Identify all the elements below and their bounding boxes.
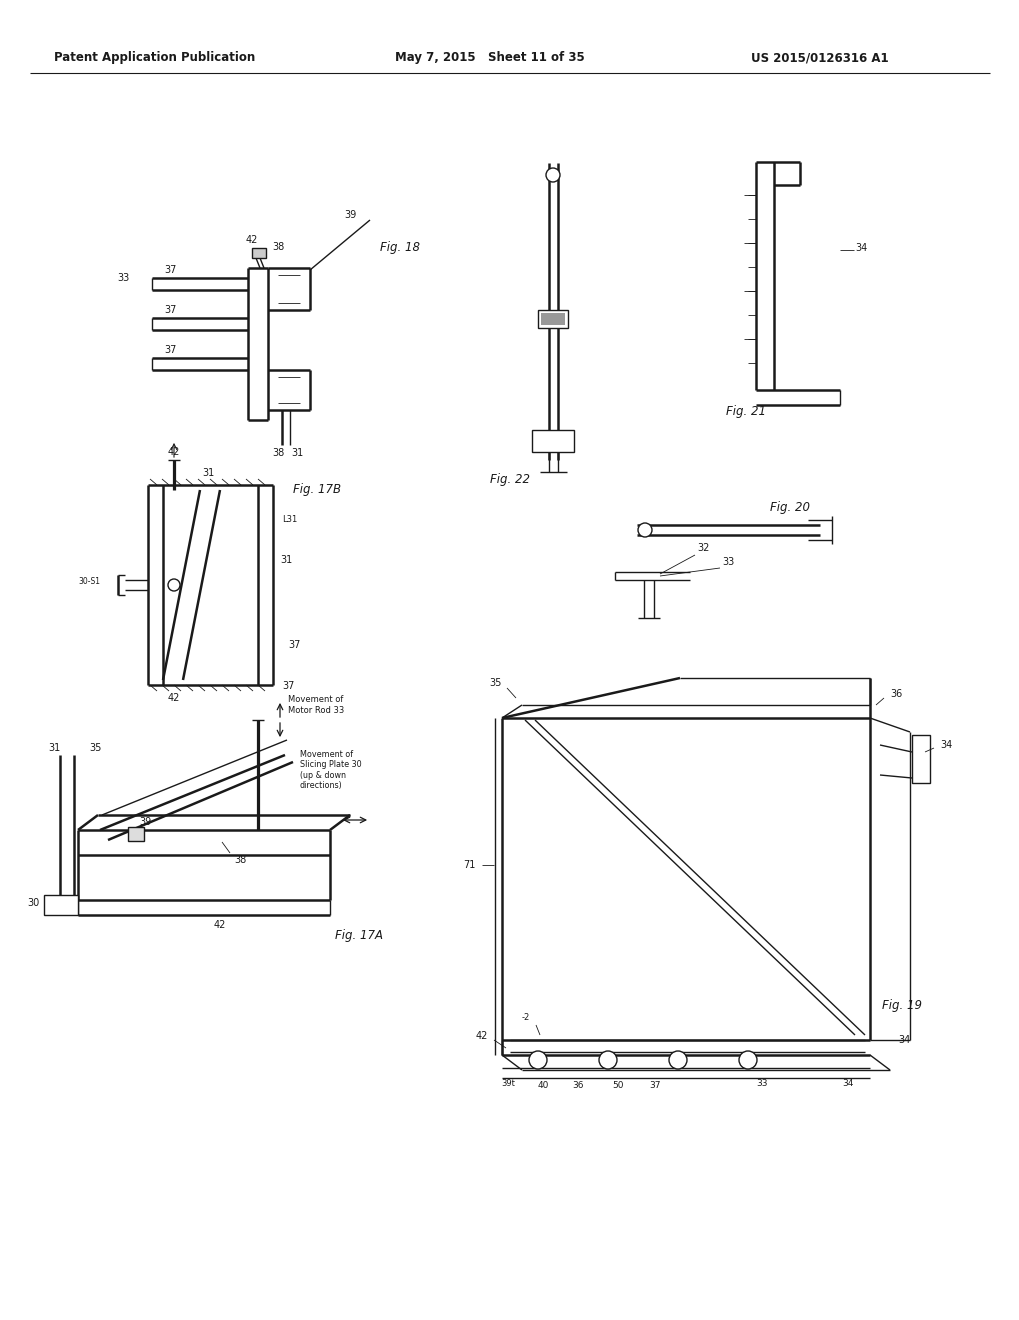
Circle shape xyxy=(529,1051,546,1069)
Text: 35: 35 xyxy=(90,743,102,752)
Text: 39: 39 xyxy=(343,210,356,220)
Text: 38: 38 xyxy=(272,242,284,252)
Text: 42: 42 xyxy=(214,920,226,931)
Text: 37: 37 xyxy=(165,265,177,275)
Text: 37: 37 xyxy=(281,681,294,690)
Bar xyxy=(44,895,77,915)
Circle shape xyxy=(598,1051,616,1069)
Bar xyxy=(540,313,565,325)
Bar xyxy=(252,248,266,257)
Bar xyxy=(911,735,929,783)
Circle shape xyxy=(668,1051,687,1069)
Text: 36: 36 xyxy=(572,1081,583,1090)
Text: 35: 35 xyxy=(489,678,501,688)
Text: 31: 31 xyxy=(280,554,292,565)
Text: 42: 42 xyxy=(475,1031,487,1041)
Text: 38: 38 xyxy=(272,447,284,458)
Text: 39: 39 xyxy=(139,817,151,828)
Text: Movement of
Slicing Plate 30
(up & down
directions): Movement of Slicing Plate 30 (up & down … xyxy=(300,750,362,791)
Text: Patent Application Publication: Patent Application Publication xyxy=(54,51,256,65)
Text: 40: 40 xyxy=(537,1081,548,1090)
Text: 37: 37 xyxy=(287,640,300,649)
Text: 42: 42 xyxy=(246,235,258,246)
Text: 30: 30 xyxy=(28,898,40,908)
Text: 50: 50 xyxy=(611,1081,624,1090)
Text: 71: 71 xyxy=(464,861,476,870)
Text: Fig. 21: Fig. 21 xyxy=(726,405,765,418)
Text: Movement of
Motor Rod 33: Movement of Motor Rod 33 xyxy=(287,696,344,714)
Text: 31: 31 xyxy=(202,469,214,478)
Text: Fig. 17A: Fig. 17A xyxy=(334,928,382,941)
Text: 34: 34 xyxy=(854,243,866,253)
Text: Fig. 19: Fig. 19 xyxy=(881,998,921,1011)
Bar xyxy=(127,828,144,841)
Text: 33: 33 xyxy=(721,557,734,568)
Text: L31: L31 xyxy=(281,516,297,524)
Text: 37: 37 xyxy=(649,1081,660,1090)
Circle shape xyxy=(168,579,179,591)
Text: 37: 37 xyxy=(165,345,177,355)
Bar xyxy=(532,430,574,451)
Text: 39t: 39t xyxy=(500,1078,515,1088)
Text: 34: 34 xyxy=(940,741,952,750)
Circle shape xyxy=(739,1051,756,1069)
Text: 36: 36 xyxy=(890,689,902,700)
Text: -2: -2 xyxy=(522,1014,530,1023)
Text: US 2015/0126316 A1: US 2015/0126316 A1 xyxy=(750,51,888,65)
Text: 42: 42 xyxy=(168,693,180,704)
Text: 32: 32 xyxy=(697,543,709,553)
Text: 31: 31 xyxy=(290,447,303,458)
Text: 31: 31 xyxy=(48,743,60,752)
Text: 33: 33 xyxy=(117,273,129,282)
Text: 34: 34 xyxy=(842,1078,853,1088)
Text: 37: 37 xyxy=(165,305,177,315)
Circle shape xyxy=(637,523,651,537)
Text: 34: 34 xyxy=(897,1035,909,1045)
Text: Fig. 20: Fig. 20 xyxy=(769,500,809,513)
Text: Fig. 17B: Fig. 17B xyxy=(292,483,340,496)
Text: Fig. 18: Fig. 18 xyxy=(380,242,420,255)
Text: Fig. 22: Fig. 22 xyxy=(489,474,530,487)
Text: 38: 38 xyxy=(233,855,246,865)
Text: 30-S1: 30-S1 xyxy=(77,578,100,586)
Circle shape xyxy=(545,168,559,182)
Text: May 7, 2015   Sheet 11 of 35: May 7, 2015 Sheet 11 of 35 xyxy=(394,51,584,65)
Text: 33: 33 xyxy=(755,1078,767,1088)
Bar xyxy=(537,310,568,327)
Text: 42: 42 xyxy=(168,447,180,457)
